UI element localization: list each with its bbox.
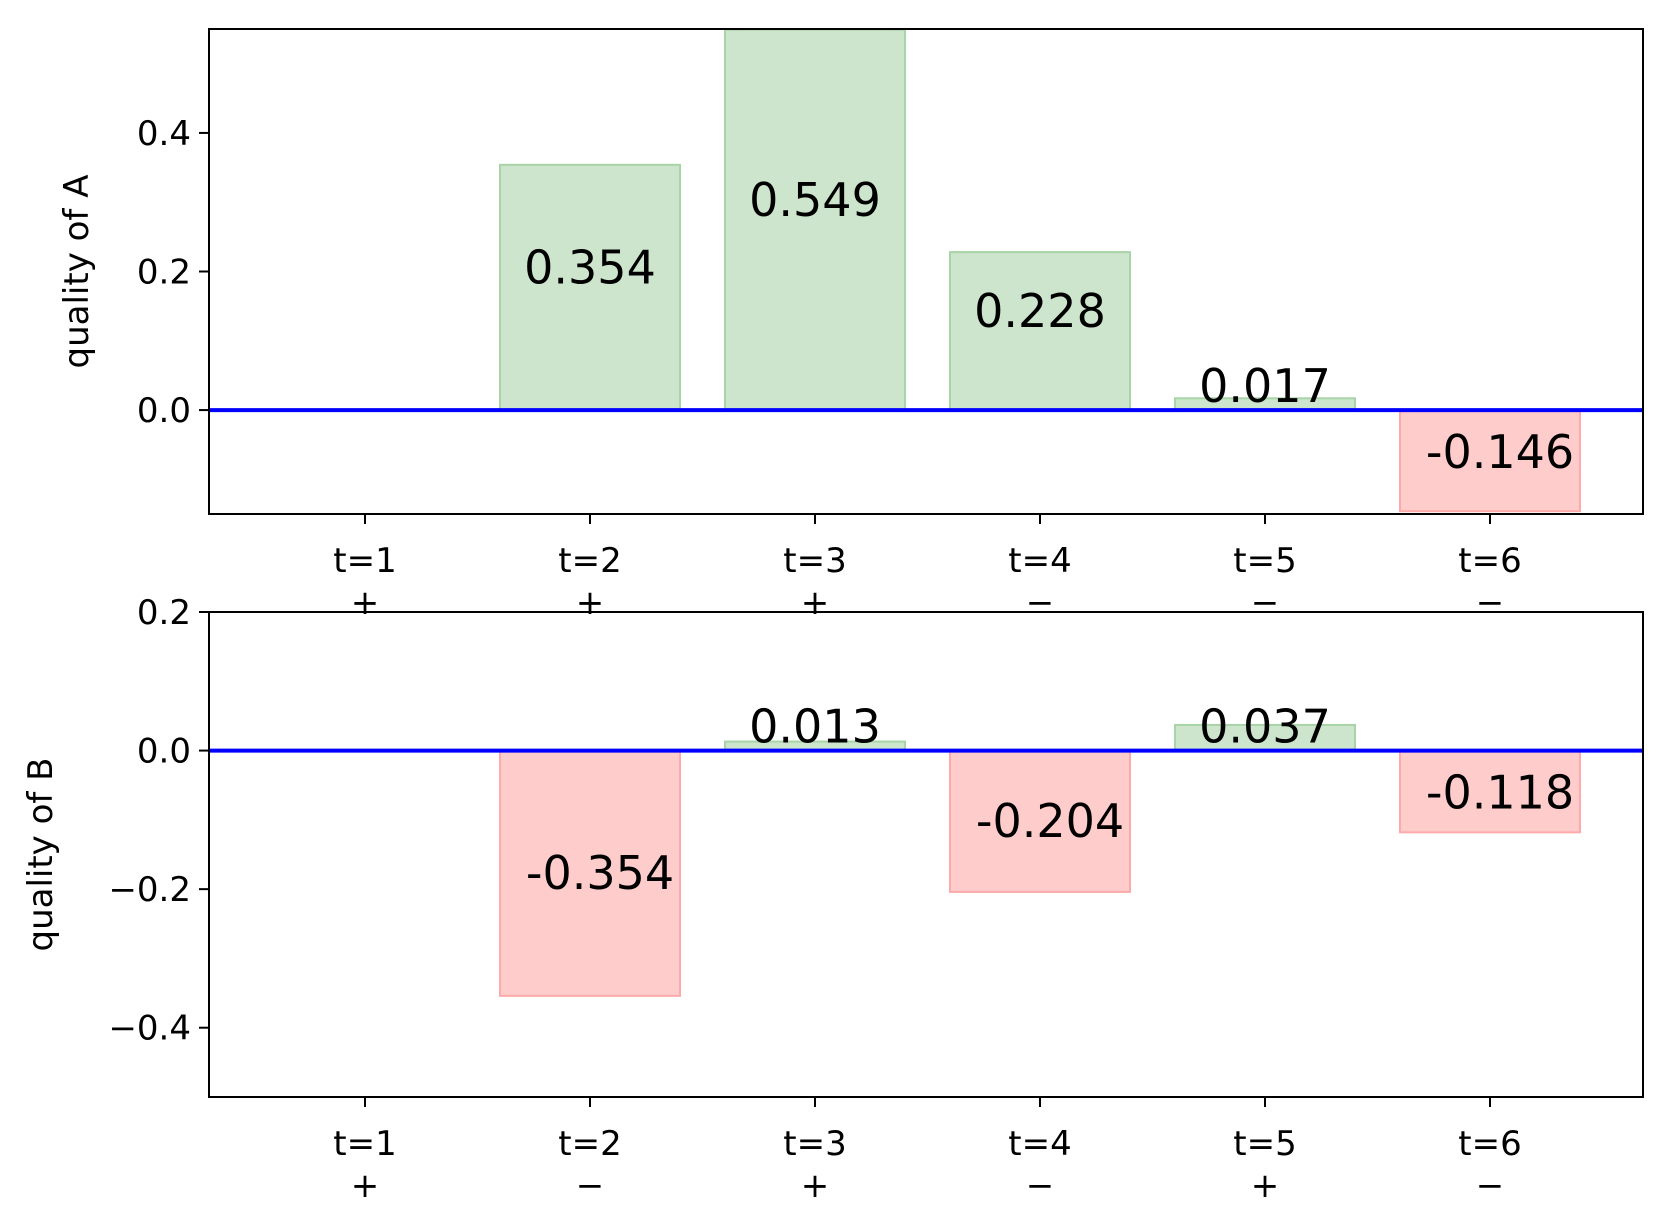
sign-label-t=2: − bbox=[576, 1166, 605, 1206]
value-label-t=5: 0.017 bbox=[1199, 359, 1331, 413]
sign-label-t=1: + bbox=[351, 1166, 380, 1206]
x-tick-label-t=1: t=1 bbox=[333, 1124, 396, 1164]
x-tick-label-t=1: t=1 bbox=[333, 541, 396, 581]
value-label-t=3: 0.013 bbox=[749, 700, 881, 754]
sign-label-t=3: + bbox=[801, 583, 830, 623]
axes-frame bbox=[208, 611, 1644, 1098]
bar-t=2 bbox=[499, 163, 681, 412]
y-tick-label: 0.2 bbox=[137, 253, 191, 293]
sign-label-t=2: + bbox=[576, 583, 605, 623]
sign-label-t=4: − bbox=[1026, 1166, 1055, 1206]
bar-t=6 bbox=[1399, 409, 1581, 513]
sign-label-t=5: + bbox=[1251, 1166, 1280, 1206]
x-tick-label-t=6: t=6 bbox=[1458, 541, 1521, 581]
value-label-t=3: 0.549 bbox=[749, 173, 881, 227]
bar-t=4 bbox=[949, 749, 1131, 893]
y-tick-label: 0.0 bbox=[137, 391, 191, 431]
sign-label-t=1: + bbox=[351, 583, 380, 623]
sign-label-t=3: + bbox=[801, 1166, 830, 1206]
x-tick-label-t=2: t=2 bbox=[558, 541, 621, 581]
y-tick-label: 0.2 bbox=[137, 593, 191, 633]
x-tick-label-t=5: t=5 bbox=[1233, 541, 1296, 581]
y-tick-label: 0.0 bbox=[137, 732, 191, 772]
y-tick-label: 0.4 bbox=[137, 114, 191, 154]
sign-label-t=4: − bbox=[1026, 583, 1055, 623]
bar-t=3 bbox=[724, 28, 906, 412]
x-tick-label-t=5: t=5 bbox=[1233, 1124, 1296, 1164]
x-tick-label-t=4: t=4 bbox=[1008, 1124, 1071, 1164]
x-tick-label-t=2: t=2 bbox=[558, 1124, 621, 1164]
panel-1: 0.3540.5490.2280.017-0.1460.00.20.4t=1+t… bbox=[57, 28, 1644, 623]
y-tick-label: −0.2 bbox=[108, 870, 191, 910]
panel-2: -0.354 0.013 -0.204 0.037 -0.118 −0.4 −0.2 0.0 0… bbox=[21, 593, 1644, 1206]
sign-label-t=5: − bbox=[1251, 583, 1280, 623]
bar-t=2 bbox=[499, 749, 681, 997]
y-tick-label: −0.4 bbox=[108, 1009, 191, 1049]
x-tick-label-t=3: t=3 bbox=[783, 1124, 846, 1164]
x-tick-label-t=4: t=4 bbox=[1008, 541, 1071, 581]
bar-t=4 bbox=[949, 251, 1131, 412]
value-label-t=4: -0.204 bbox=[976, 794, 1124, 848]
value-label-t=6: -0.146 bbox=[1426, 425, 1574, 479]
y-axis-label: quality of B bbox=[21, 757, 61, 951]
value-label-t=2: -0.354 bbox=[526, 846, 674, 900]
x-tick-label-t=3: t=3 bbox=[783, 541, 846, 581]
sign-label-t=6: − bbox=[1476, 583, 1505, 623]
value-label-t=4: 0.228 bbox=[974, 284, 1106, 338]
value-label-t=5: 0.037 bbox=[1199, 700, 1331, 754]
bar-t=6 bbox=[1399, 749, 1581, 834]
x-tick-label-t=6: t=6 bbox=[1458, 1124, 1521, 1164]
value-label-t=6: -0.118 bbox=[1426, 766, 1574, 820]
sign-label-t=6: − bbox=[1476, 1166, 1505, 1206]
value-label-t=2: 0.354 bbox=[524, 240, 656, 294]
y-axis-label: quality of A bbox=[57, 175, 97, 369]
